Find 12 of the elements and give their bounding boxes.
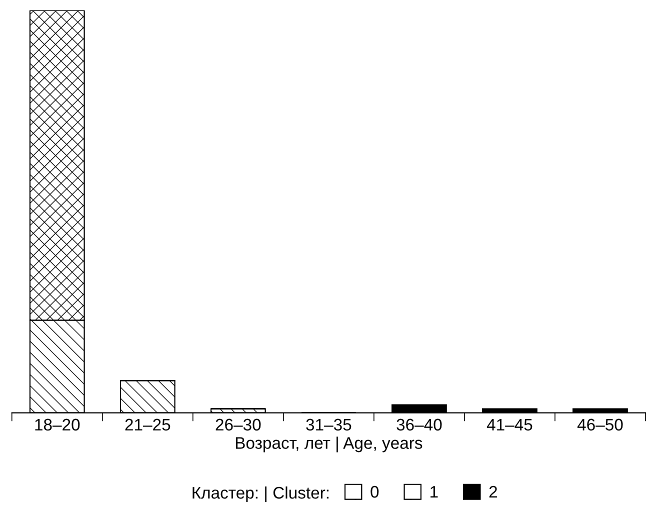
- legend-title: Кластер: | Cluster:: [192, 486, 328, 502]
- x-tick-label: 21–25: [125, 418, 170, 431]
- x-axis-title: Возраст, лет | Age, years: [236, 436, 422, 452]
- x-tick-label: 18–20: [35, 418, 80, 431]
- x-tick-label: 46–50: [577, 418, 623, 431]
- x-tick-label: 31–35: [306, 418, 352, 431]
- legend-label: 0: [370, 486, 379, 498]
- x-tick-label: 36–40: [396, 418, 442, 431]
- x-tick-label: 26–30: [216, 418, 261, 431]
- legend-label: 2: [489, 486, 497, 498]
- legend-label: 1: [430, 486, 438, 498]
- x-tick-label: 41–45: [486, 418, 532, 431]
